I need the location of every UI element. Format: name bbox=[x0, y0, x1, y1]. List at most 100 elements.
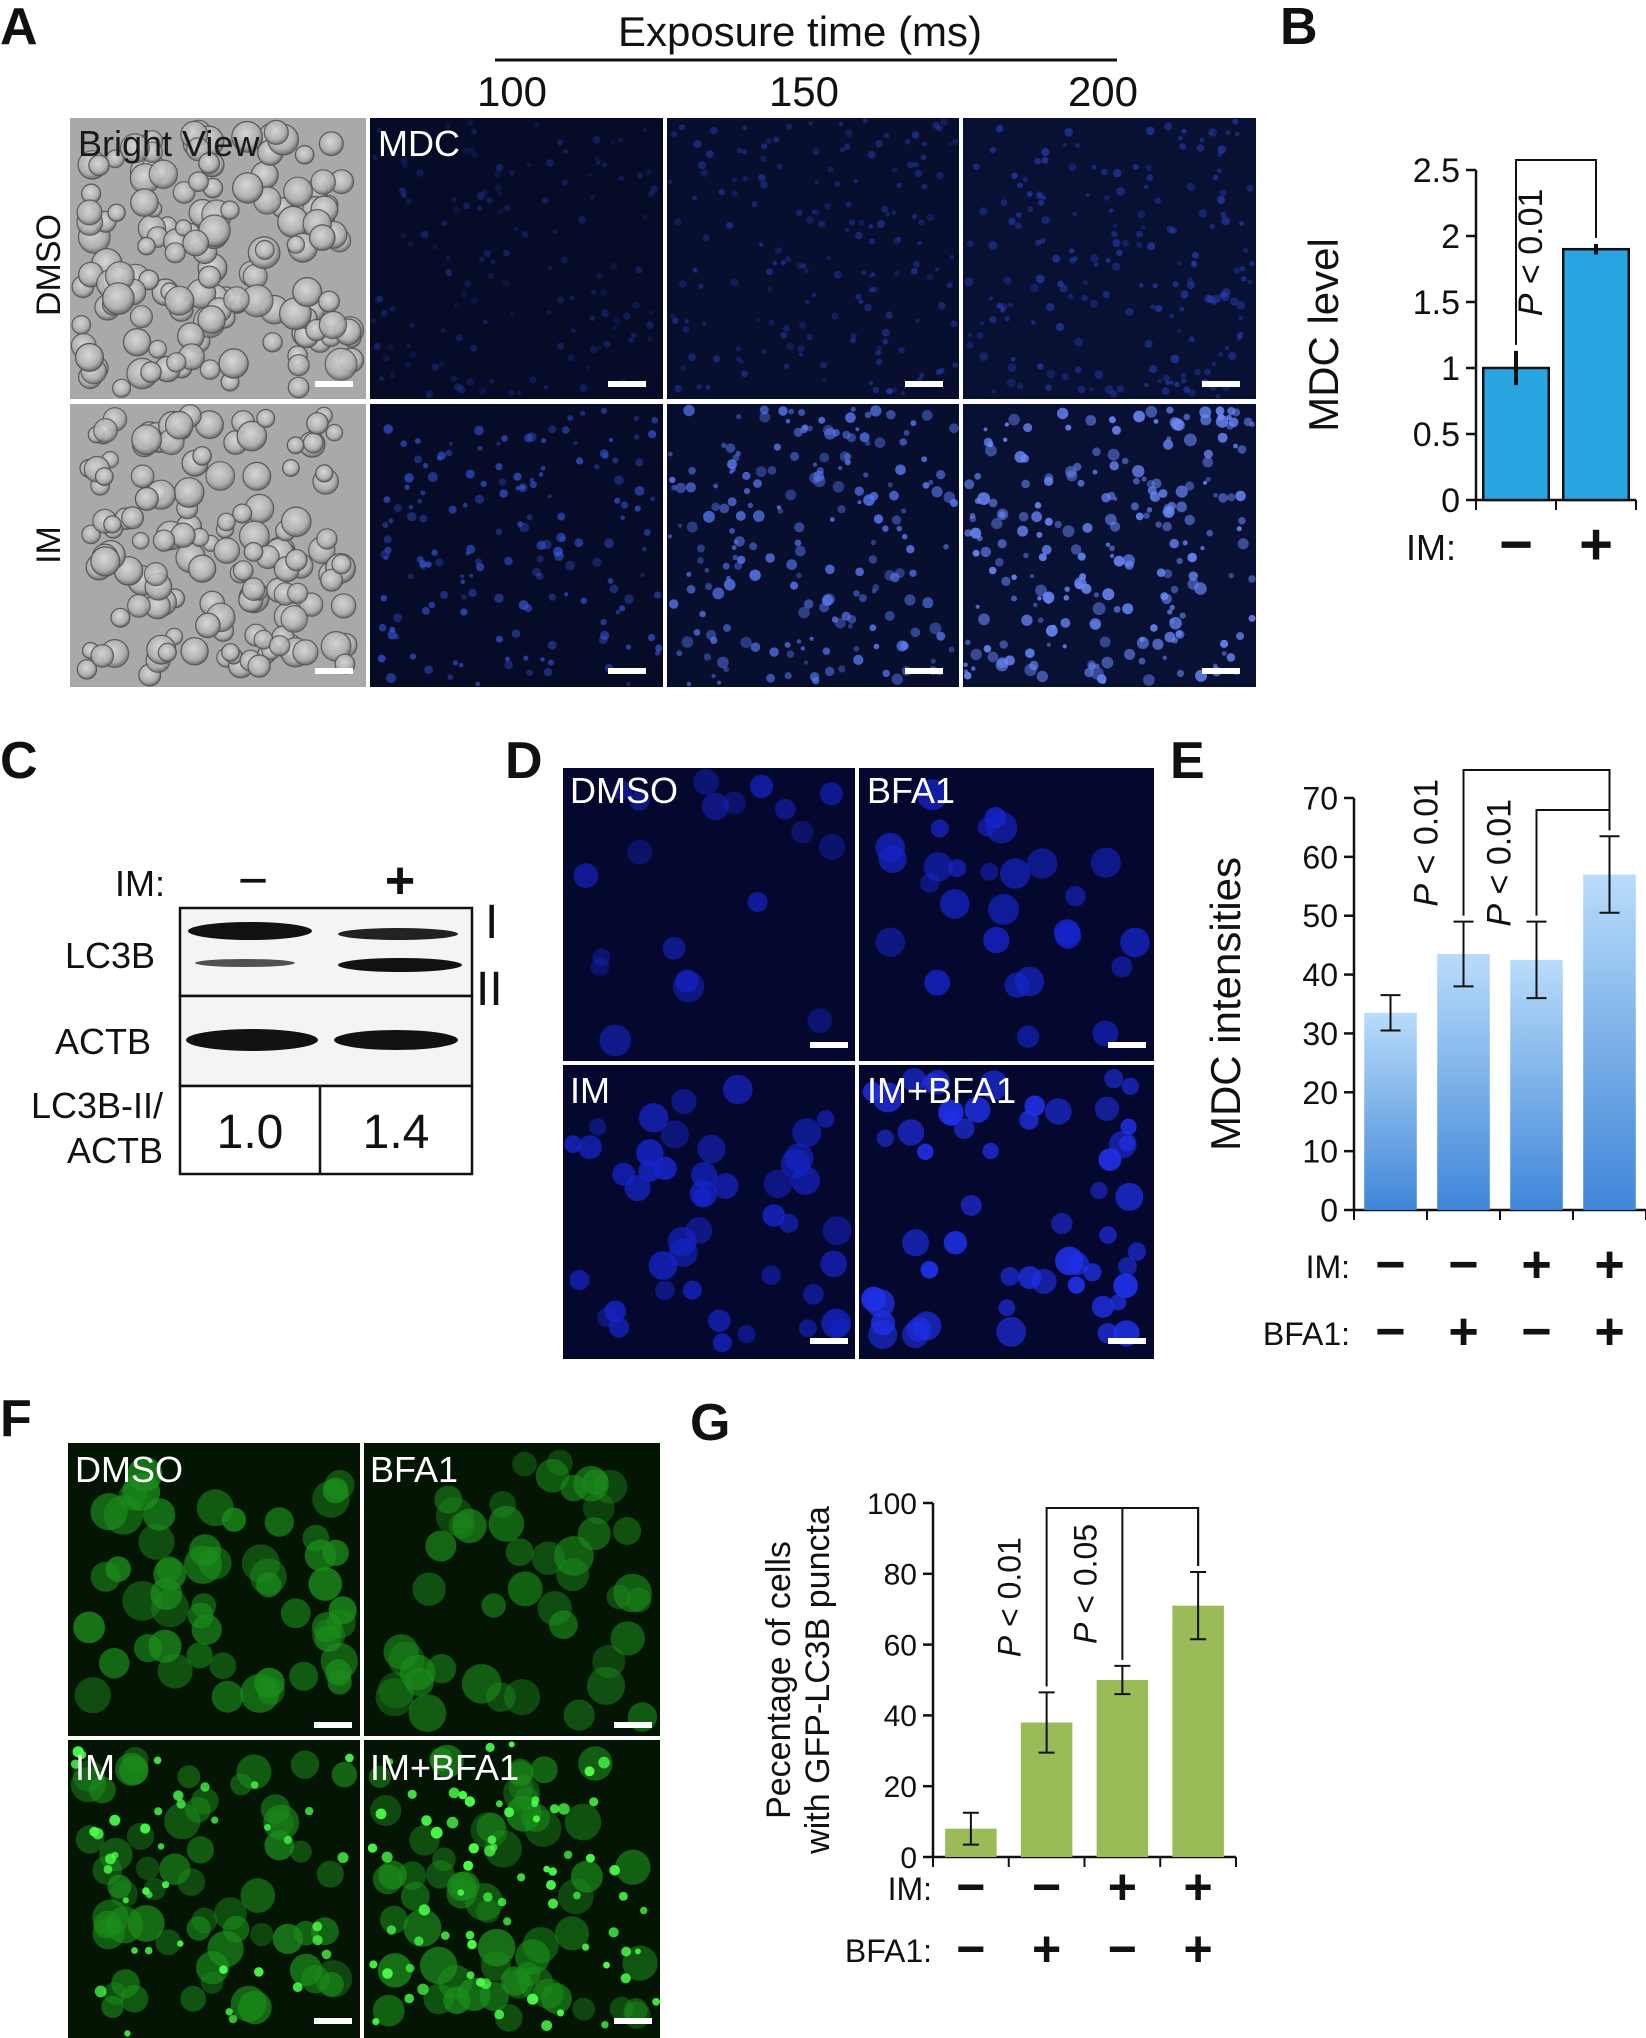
cell-dot bbox=[1118, 1257, 1137, 1276]
cell-dot bbox=[438, 360, 445, 367]
cell-dot bbox=[1176, 669, 1185, 678]
cell-dot bbox=[850, 337, 856, 344]
cell-dot bbox=[483, 1892, 493, 1902]
cell-dot bbox=[445, 270, 453, 277]
cell-dot bbox=[814, 210, 820, 216]
band-lc3b-i-lane1 bbox=[188, 922, 312, 940]
cell-dot bbox=[798, 1319, 817, 1338]
cell-dot bbox=[876, 345, 883, 352]
cell-dot bbox=[603, 1961, 610, 1969]
cell-dot bbox=[1056, 323, 1065, 331]
cell-dot bbox=[1237, 445, 1247, 454]
x-sign: − bbox=[956, 1921, 985, 1977]
cell-dot bbox=[608, 437, 614, 443]
y-tick-label: 30 bbox=[1302, 1016, 1338, 1052]
cell-dot bbox=[886, 387, 893, 395]
cell-dot bbox=[476, 563, 485, 572]
cell-dot bbox=[861, 270, 867, 276]
cell-dot bbox=[1217, 195, 1226, 205]
cell-dot bbox=[374, 296, 382, 303]
cell-dot bbox=[934, 266, 940, 272]
cell-dot bbox=[822, 647, 831, 655]
cell-dot bbox=[731, 190, 739, 197]
cell-dot bbox=[1221, 216, 1230, 226]
cell-dot bbox=[1033, 602, 1038, 608]
cell-dot bbox=[809, 636, 814, 641]
cell-dot bbox=[784, 363, 790, 369]
cell-dot bbox=[712, 1173, 739, 1199]
cell-dot bbox=[150, 1589, 190, 1628]
cell-dot bbox=[511, 629, 521, 638]
cell-dot bbox=[232, 503, 253, 524]
cell-dot bbox=[399, 186, 405, 192]
cell-dot bbox=[598, 158, 603, 163]
cell-dot bbox=[403, 1909, 442, 1947]
cell-dot bbox=[211, 1816, 219, 1824]
cell-dot bbox=[732, 454, 740, 462]
cell-dot bbox=[731, 545, 737, 551]
cell-dot bbox=[140, 1823, 151, 1834]
cell-dot bbox=[697, 544, 705, 553]
cell-dot bbox=[405, 1667, 434, 1697]
cell-dot bbox=[807, 425, 813, 432]
cell-dot bbox=[1003, 437, 1008, 442]
cell-dot bbox=[1176, 261, 1182, 266]
cell-dot bbox=[1095, 663, 1100, 669]
cell-dot bbox=[837, 505, 846, 514]
cell-dot bbox=[157, 1653, 193, 1689]
cell-dot bbox=[1115, 1182, 1144, 1211]
cell-dot bbox=[1003, 276, 1012, 285]
cell-dot bbox=[458, 1790, 468, 1800]
cell-dot bbox=[448, 505, 457, 514]
cell-dot bbox=[727, 497, 737, 507]
cell-dot bbox=[138, 1523, 175, 1560]
panel-letter-f: F bbox=[0, 1390, 32, 1448]
cell-dot bbox=[405, 1963, 415, 1973]
cell-dot bbox=[667, 451, 673, 457]
cell-dot bbox=[736, 414, 742, 420]
cell-dot bbox=[1180, 290, 1189, 299]
cell-dot bbox=[432, 243, 438, 250]
cell-dot bbox=[465, 1883, 503, 1921]
cell-dot bbox=[1001, 576, 1011, 587]
cell-dot bbox=[412, 1572, 446, 1606]
cell-dot bbox=[902, 1229, 930, 1257]
cell-dot bbox=[573, 863, 599, 889]
cell-dot bbox=[783, 324, 791, 332]
ratio-label-line2: ACTB bbox=[67, 1130, 163, 1171]
cell-dot bbox=[70, 1759, 81, 1769]
cell-dot bbox=[631, 332, 637, 338]
cell-dot bbox=[964, 1096, 991, 1123]
cell-dot bbox=[289, 1953, 323, 1987]
cell-dot bbox=[164, 410, 194, 440]
cell-dot bbox=[822, 378, 827, 383]
cell-dot bbox=[832, 481, 845, 493]
cell-dot bbox=[1145, 164, 1153, 171]
cell-dot bbox=[920, 1261, 939, 1279]
cell-dot bbox=[740, 636, 752, 649]
cell-dot bbox=[417, 1983, 429, 1996]
cell-dot bbox=[1169, 604, 1176, 611]
cell-dot bbox=[1043, 476, 1054, 486]
cell-dot bbox=[103, 1865, 113, 1874]
cell-dot bbox=[1127, 1242, 1147, 1261]
cell-dot bbox=[1181, 128, 1187, 134]
cell-dot bbox=[280, 506, 312, 538]
cell-dot bbox=[382, 522, 389, 528]
cell-dot bbox=[935, 369, 942, 376]
cell-dot bbox=[470, 297, 478, 305]
cell-dot bbox=[1227, 493, 1236, 502]
cell-dot bbox=[706, 385, 711, 390]
cell-dot bbox=[535, 572, 544, 580]
cell-dot bbox=[524, 433, 533, 443]
cell-dot bbox=[504, 556, 513, 566]
cell-dot bbox=[1206, 529, 1213, 537]
cell-dot bbox=[615, 1849, 651, 1885]
cell-dot bbox=[214, 1897, 247, 1931]
cell-dot bbox=[820, 361, 827, 369]
cell-dot bbox=[626, 1587, 652, 1613]
cell-dot bbox=[1057, 280, 1064, 287]
cell-dot bbox=[536, 555, 544, 563]
bar bbox=[1096, 1680, 1149, 1857]
cell-dot bbox=[148, 339, 168, 359]
